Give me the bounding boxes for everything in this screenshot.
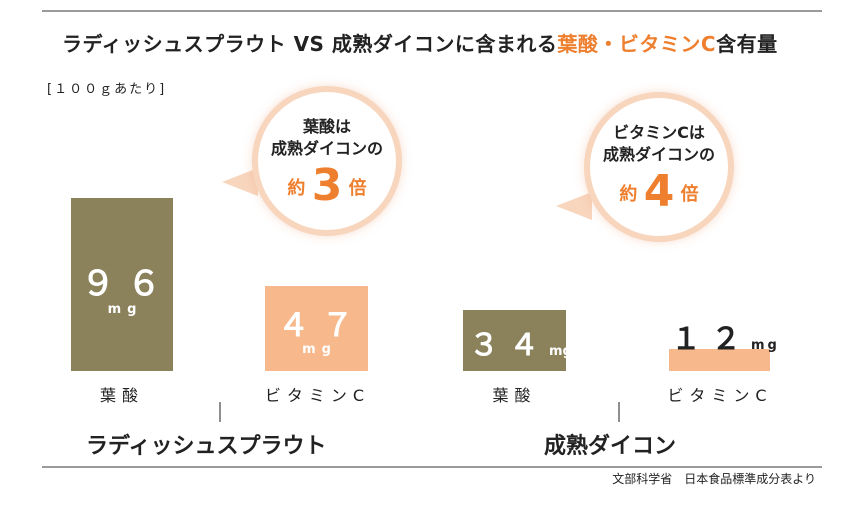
bubble-suffix: 倍 — [348, 178, 367, 199]
bubble-line-1: ビタミンCは — [613, 123, 705, 142]
group-label-sprout: ラディッシュスプラウト — [86, 434, 327, 459]
title-highlight: 葉酸・ビタミンC — [557, 32, 717, 56]
bar-value-label: ９６ — [81, 264, 173, 305]
bubble-number: 4 — [643, 166, 675, 217]
bar-label-daikon-vitamin-c: ビタミンC — [667, 386, 773, 405]
bar-value-outside: １２mg — [671, 314, 780, 358]
group-label-daikon: 成熟ダイコン — [544, 434, 677, 459]
bubble-prefix: 約 — [287, 178, 306, 199]
bubble-line-2: 成熟ダイコンの — [602, 145, 715, 164]
bubble-tail-vitamin-c — [556, 192, 592, 220]
bar-value-label: ３４ — [469, 327, 549, 363]
comparison-bubble-folate: 葉酸は 成熟ダイコンの 約 3 倍 — [252, 86, 402, 236]
bar-daikon-folate: ３４mg — [463, 309, 572, 371]
group-divider-tick — [618, 402, 620, 422]
bar-daikon-vitamin-c — [669, 349, 770, 371]
unit-note: [１００ｇあたり] — [47, 82, 167, 97]
bar-label-sprout-folate: 葉酸 — [99, 386, 144, 405]
group-divider-tick — [219, 402, 221, 422]
title-prefix: ラディッシュスプラウト VS 成熟ダイコンに含まれる — [62, 32, 558, 56]
bubble-ratio: 約 4 倍 — [590, 170, 728, 214]
bubble-line-1: 葉酸は — [302, 117, 351, 136]
title-suffix: 含有量 — [716, 32, 778, 56]
bar-sprout-folate: ９６ mg — [71, 198, 173, 371]
bottom-rule — [42, 466, 822, 468]
bar-unit-label: mg — [549, 343, 572, 359]
bar-label-sprout-vitamin-c: ビタミンC — [264, 386, 371, 405]
bar-label-daikon-folate: 葉酸 — [492, 386, 537, 405]
bar-value-group: ３４mg — [469, 320, 572, 364]
bubble-line-2: 成熟ダイコンの — [270, 139, 383, 158]
bubble-ratio: 約 3 倍 — [258, 164, 396, 208]
bubble-prefix: 約 — [619, 184, 638, 205]
bar-value-label: １２ — [671, 322, 751, 357]
comparison-bubble-vitamin-c: ビタミンCは 成熟ダイコンの 約 4 倍 — [584, 92, 734, 242]
bar-unit-label: mg — [107, 302, 143, 318]
bar-unit-label: mg — [751, 338, 780, 353]
source-note: 文部科学省 日本食品標準成分表より — [612, 472, 816, 486]
bar-unit-label: mg — [302, 342, 337, 358]
chart-title: ラディッシュスプラウト VS 成熟ダイコンに含まれる葉酸・ビタミンC含有量 — [62, 28, 778, 57]
top-rule — [42, 10, 822, 12]
bar-sprout-vitamin-c: ４７ mg — [265, 286, 368, 371]
bar-value-label: ４７ — [277, 306, 366, 345]
bubble-suffix: 倍 — [680, 184, 699, 205]
bubble-number: 3 — [311, 160, 343, 211]
